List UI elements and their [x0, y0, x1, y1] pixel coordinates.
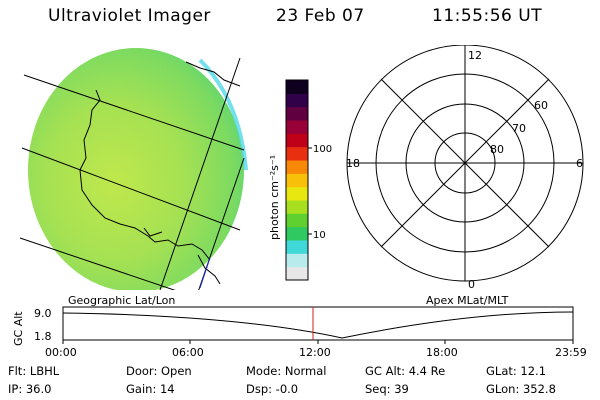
lat-label-70: 70: [512, 122, 526, 135]
colorbar-band: [286, 173, 308, 188]
x-tick-3: 18:00: [426, 346, 458, 359]
colorbar-band: [286, 120, 308, 134]
info-glat: GLat: 12.1: [486, 364, 547, 378]
app-title: Ultraviolet Imager: [48, 6, 211, 26]
time-label: 11:55:56 UT: [432, 6, 543, 26]
geographic-grid: [19, 57, 245, 290]
info-gain: Gain: 14: [126, 382, 175, 396]
info-mode: Mode: Normal: [246, 364, 327, 378]
colorbar-band: [286, 146, 308, 161]
mlt-label-0: 0: [468, 278, 475, 291]
alt-ylabel: GC Alt: [12, 311, 25, 346]
x-tick-2: 12:00: [299, 346, 331, 359]
colorbar-band: [286, 106, 308, 121]
altitude-curve: [62, 311, 574, 339]
colorbar-band: [286, 240, 308, 254]
polar-plot: 12 18 6 0 60 70 80: [346, 45, 584, 291]
info-seq: Seq: 39: [365, 382, 409, 396]
colorbar-band: [286, 133, 308, 148]
info-dsp: Dsp: -0.0: [246, 382, 299, 396]
panel-label-apex: Apex MLat/MLT: [426, 294, 509, 307]
colorbar-band: [286, 160, 308, 174]
colorbar-band: [286, 186, 308, 201]
colorbar-band: [286, 253, 308, 268]
colorbar-band: [286, 226, 308, 241]
info-flt: Flt: LBHL: [8, 364, 60, 378]
mlt-label-6: 6: [576, 157, 583, 170]
colorbar-band: [286, 213, 308, 228]
x-tick-0: 00:00: [45, 346, 77, 359]
info-ip: IP: 36.0: [8, 382, 52, 396]
alt-tick-high: 9.0: [34, 307, 52, 320]
colorbar-unit-label: photon cm⁻²s⁻¹: [268, 155, 281, 240]
uv-image-panel: [19, 48, 248, 290]
x-tick-4: 23:59: [555, 346, 587, 359]
colorbar-tick-low: 10: [313, 230, 326, 241]
info-glon: GLon: 352.8: [486, 382, 556, 396]
colorbar-tick-high: 100: [313, 144, 332, 155]
alt-tick-low: 1.8: [34, 330, 52, 343]
mlt-label-18: 18: [346, 157, 360, 170]
coastline: [79, 61, 241, 285]
lat-label-60: 60: [534, 99, 548, 112]
colorbar-band: [286, 266, 308, 281]
info-gcalt: GC Alt: 4.4 Re: [365, 364, 446, 378]
mlt-label-12: 12: [468, 49, 482, 62]
info-door: Door: Open: [126, 364, 192, 378]
colorbar-band: [286, 80, 308, 94]
colorbar-band: [286, 200, 308, 214]
colorbar-band: [286, 93, 308, 108]
lat-label-80: 80: [490, 143, 504, 156]
date-label: 23 Feb 07: [276, 6, 365, 26]
panel-label-geographic: Geographic Lat/Lon: [68, 294, 176, 307]
altitude-plot: 9.0 1.8 GC Alt 00:00 06:00 12:00 18:00 2…: [12, 306, 587, 359]
x-tick-1: 06:00: [172, 346, 204, 359]
colorbar: 100 10 photon cm⁻²s⁻¹: [268, 79, 332, 281]
